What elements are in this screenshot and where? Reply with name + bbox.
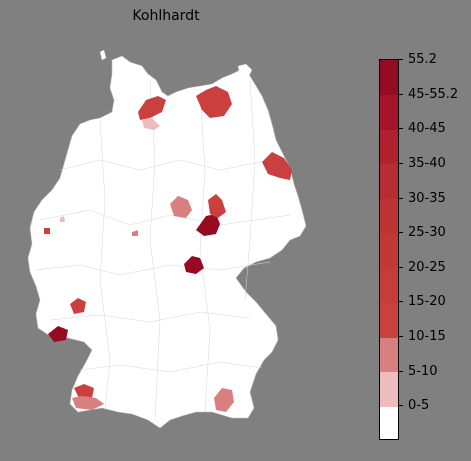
region-central-east-dark xyxy=(196,214,220,236)
island-east xyxy=(238,64,252,78)
region-central-light xyxy=(170,196,192,218)
region-north-west-coast xyxy=(138,96,166,120)
legend-swatch xyxy=(380,94,398,130)
district-borders xyxy=(35,79,291,419)
legend-label: 45-55.2 xyxy=(408,86,459,102)
legend-tick xyxy=(398,197,403,199)
region-bavaria-south-light xyxy=(214,388,234,412)
legend-swatch xyxy=(380,302,398,338)
region-west-edge xyxy=(44,228,50,234)
legend-tick xyxy=(398,128,403,130)
legend-swatch xyxy=(380,233,398,269)
legend-label: 10-15 xyxy=(408,329,446,345)
legend-label: 40-45 xyxy=(408,121,446,137)
region-north-west-light xyxy=(142,118,160,130)
region-west-tiny xyxy=(132,230,138,236)
region-bodensee-light xyxy=(72,396,104,410)
legend-tick xyxy=(398,59,403,60)
region-west-small xyxy=(70,298,86,314)
legend-label: 20-25 xyxy=(408,259,446,275)
legend-swatch xyxy=(380,60,398,96)
legend-swatch xyxy=(380,406,398,439)
legend-swatch xyxy=(380,198,398,234)
region-thuringia-dark xyxy=(184,256,204,274)
legend-swatch xyxy=(380,371,398,407)
legend-label: 5-10 xyxy=(408,363,438,379)
legend-tick xyxy=(398,162,403,164)
legend-colorbar xyxy=(379,59,399,440)
region-south-west-dark xyxy=(48,326,68,342)
region-north-east-coast xyxy=(196,86,232,118)
region-central-east-small xyxy=(208,194,226,218)
region-east-border xyxy=(262,152,292,180)
germany-outline xyxy=(27,55,307,429)
map-title: Kohlhardt xyxy=(132,8,200,24)
legend-label: 35-40 xyxy=(408,155,446,171)
legend-swatch xyxy=(380,129,398,165)
region-bodensee-red xyxy=(74,384,94,400)
legend-label: 25-30 xyxy=(408,225,446,241)
legend-label: 55.2 xyxy=(408,52,437,67)
region-small-pink xyxy=(60,216,65,222)
legend-label: 30-35 xyxy=(408,190,446,206)
island-north xyxy=(100,50,106,60)
legend-label: 15-20 xyxy=(408,294,446,310)
legend-swatch xyxy=(380,267,398,303)
legend-tick xyxy=(398,93,403,95)
legend-swatch xyxy=(380,163,398,200)
legend-tick xyxy=(398,370,403,372)
legend-tick xyxy=(398,405,403,407)
legend-tick xyxy=(398,336,403,338)
legend-tick xyxy=(398,232,403,234)
legend-tick xyxy=(398,301,403,303)
legend-label: 0-5 xyxy=(408,398,430,414)
legend-tick xyxy=(398,266,403,268)
legend-swatch xyxy=(380,337,398,373)
